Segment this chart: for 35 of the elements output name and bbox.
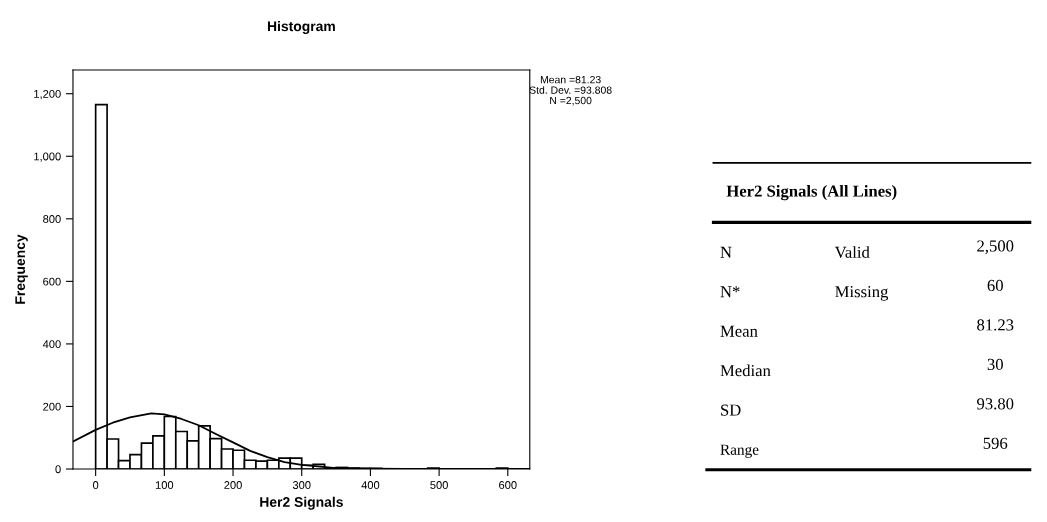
category-label: Valid xyxy=(834,246,870,258)
data-label: 596 xyxy=(983,437,1008,449)
y-tick-label: 800 xyxy=(43,215,61,223)
x-tick-label: 200 xyxy=(224,481,242,489)
data-label: 2,500 xyxy=(977,240,1014,254)
category-label: Mean xyxy=(720,325,758,337)
y-tick-label: 1,000 xyxy=(34,152,61,162)
category-label: Range xyxy=(720,444,759,458)
text: N =2,500 xyxy=(550,96,592,106)
data-label: 30 xyxy=(987,358,1003,370)
y-tick-label: 200 xyxy=(43,402,61,411)
x-tick-label: 300 xyxy=(292,481,311,489)
x-axis-title: Her2 Signals xyxy=(260,496,343,510)
y-tick-label: 1,200 xyxy=(34,89,61,100)
text: Her2 Signals (All Lines) xyxy=(726,185,897,201)
y-tick-label: 400 xyxy=(42,340,61,349)
y-axis-title: Frequency xyxy=(15,234,28,304)
chart-title: Histogram xyxy=(267,20,335,34)
category-label: SD xyxy=(721,404,741,416)
data-label: 60 xyxy=(987,279,1003,292)
x-tick-label: 100 xyxy=(155,481,174,489)
category-label: N xyxy=(720,246,732,258)
x-tick-label: 400 xyxy=(361,481,380,489)
text: Mean =81.23 xyxy=(540,75,601,84)
category-label: Missing xyxy=(835,286,889,301)
y-tick-label: 600 xyxy=(43,277,61,286)
x-tick-label: 500 xyxy=(430,481,448,489)
annotation: Std. Dev. =93.808 xyxy=(529,86,612,94)
y-tick-label: 0 xyxy=(55,465,61,474)
x-tick-label: 600 xyxy=(499,481,517,489)
data-label: 81.23 xyxy=(977,319,1014,331)
data-label: 93.80 xyxy=(977,398,1014,410)
category-label: N* xyxy=(720,286,740,298)
x-tick-label: 0 xyxy=(92,481,99,489)
category-label: Median xyxy=(720,364,771,377)
